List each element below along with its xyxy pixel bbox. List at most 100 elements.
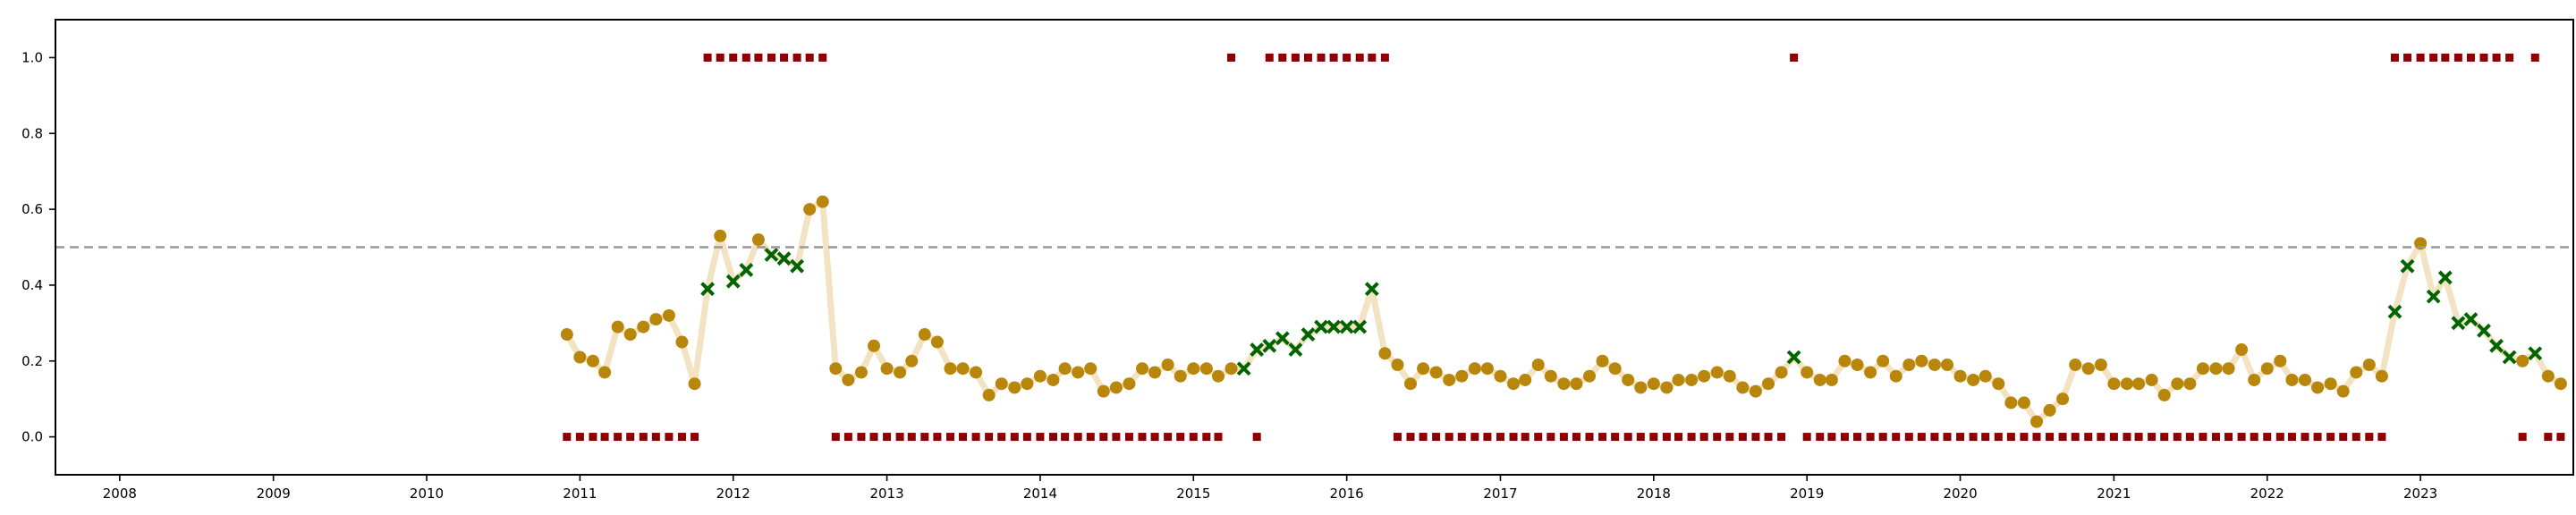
flagged-markers-layer	[700, 248, 2543, 376]
flagged-point-marker	[1301, 327, 1316, 342]
binary-point	[857, 433, 866, 442]
score-point	[1736, 381, 1750, 394]
flagged-point-marker	[1236, 361, 1251, 376]
score-point	[2069, 358, 2082, 371]
score-point	[573, 350, 587, 364]
binary-point	[2505, 53, 2514, 62]
binary-point	[1214, 433, 1223, 442]
binary-point	[1534, 433, 1543, 442]
binary-point	[2365, 433, 2374, 442]
binary-point	[1802, 433, 1811, 442]
score-point	[2311, 381, 2325, 394]
binary-point	[1725, 433, 1734, 442]
binary-point	[971, 433, 980, 442]
score-point	[611, 320, 624, 333]
flagged-point-marker	[1314, 319, 1328, 334]
flagged-point-marker	[1364, 282, 1379, 297]
flagged-point-marker	[1288, 342, 1303, 357]
binary-point	[2453, 53, 2462, 62]
binary-point	[2123, 433, 2131, 442]
binary-point	[2046, 433, 2055, 442]
flagged-point-marker	[776, 251, 792, 266]
binary-point	[1892, 433, 1901, 442]
score-point	[1825, 373, 1838, 386]
score-point	[1570, 377, 1583, 391]
score-point	[816, 195, 829, 208]
score-point	[880, 362, 894, 376]
score-point	[918, 328, 931, 342]
score-point	[598, 366, 612, 379]
score-point	[1097, 384, 1110, 398]
score-point	[2209, 362, 2223, 376]
binary-point	[677, 433, 686, 442]
flagged-point-marker	[1326, 319, 1342, 334]
flagged-point-stroke	[1326, 319, 1342, 334]
binary-point	[945, 433, 954, 442]
score-point	[1187, 362, 1200, 376]
binary-point	[2429, 53, 2438, 62]
binary-point	[716, 53, 724, 62]
score-point	[930, 335, 944, 349]
score-point	[1417, 362, 1430, 376]
binary-point	[1790, 53, 1799, 62]
score-point	[1480, 362, 1494, 376]
binary-point	[2390, 53, 2399, 62]
binary-point	[1649, 433, 1658, 442]
x-tick-label: 2023	[2403, 485, 2437, 502]
y-tick-label: 0.0	[21, 429, 43, 445]
score-point	[1710, 366, 1724, 379]
score-point	[1915, 354, 1928, 367]
binary-point	[1738, 433, 1747, 442]
binary-point	[1496, 433, 1504, 442]
score-point	[1084, 362, 1097, 376]
x-tick-label: 2009	[257, 485, 291, 502]
flagged-point-stroke	[1314, 319, 1328, 334]
binary-point	[997, 433, 1006, 442]
score-point	[637, 320, 650, 333]
flagged-point-marker	[2451, 316, 2466, 331]
score-point	[905, 354, 919, 367]
binary-point	[2058, 433, 2067, 442]
flagged-point-marker	[700, 282, 716, 297]
binary-point	[1994, 433, 2003, 442]
score-point	[2196, 362, 2209, 376]
binary-point	[1699, 433, 1708, 442]
binary-point	[1227, 53, 1236, 62]
flagged-point-stroke	[790, 258, 805, 274]
score-point	[1672, 373, 1685, 386]
binary-point	[1878, 433, 1887, 442]
binary-point	[2492, 53, 2501, 62]
flagged-point-stroke	[1786, 350, 1801, 365]
flagged-point-stroke	[1236, 361, 1251, 376]
flagged-point-marker	[1786, 350, 1801, 365]
flagged-point-marker	[1250, 342, 1265, 357]
binary-point	[1483, 433, 1492, 442]
binary-point	[2301, 433, 2309, 442]
score-point	[2285, 373, 2299, 386]
flagged-point-stroke	[1275, 331, 1290, 346]
binary-point	[1623, 433, 1632, 442]
flagged-point-stroke	[2426, 289, 2441, 304]
flagged-point-marker	[1262, 338, 1277, 353]
score-point	[2107, 377, 2121, 391]
binary-point	[2020, 433, 2029, 442]
binary-point	[2185, 433, 2194, 442]
binary-point	[1713, 433, 1722, 442]
binary-point	[1866, 433, 1875, 442]
binary-point	[933, 433, 942, 442]
binary-point	[1930, 433, 1939, 442]
binary-point	[2084, 433, 2093, 442]
binary-point	[691, 433, 699, 442]
binary-point	[1124, 433, 1133, 442]
binary-point	[2377, 433, 2386, 442]
binary-point	[920, 433, 929, 442]
flagged-point-marker	[2437, 270, 2453, 285]
score-point	[2350, 366, 2363, 379]
score-point	[1404, 377, 1418, 391]
plot-frame	[55, 19, 2574, 476]
binary-point	[895, 433, 904, 442]
binary-point	[1432, 433, 1441, 442]
binary-point	[843, 433, 852, 442]
score-point	[1008, 381, 1021, 394]
score-point	[1136, 362, 1149, 376]
